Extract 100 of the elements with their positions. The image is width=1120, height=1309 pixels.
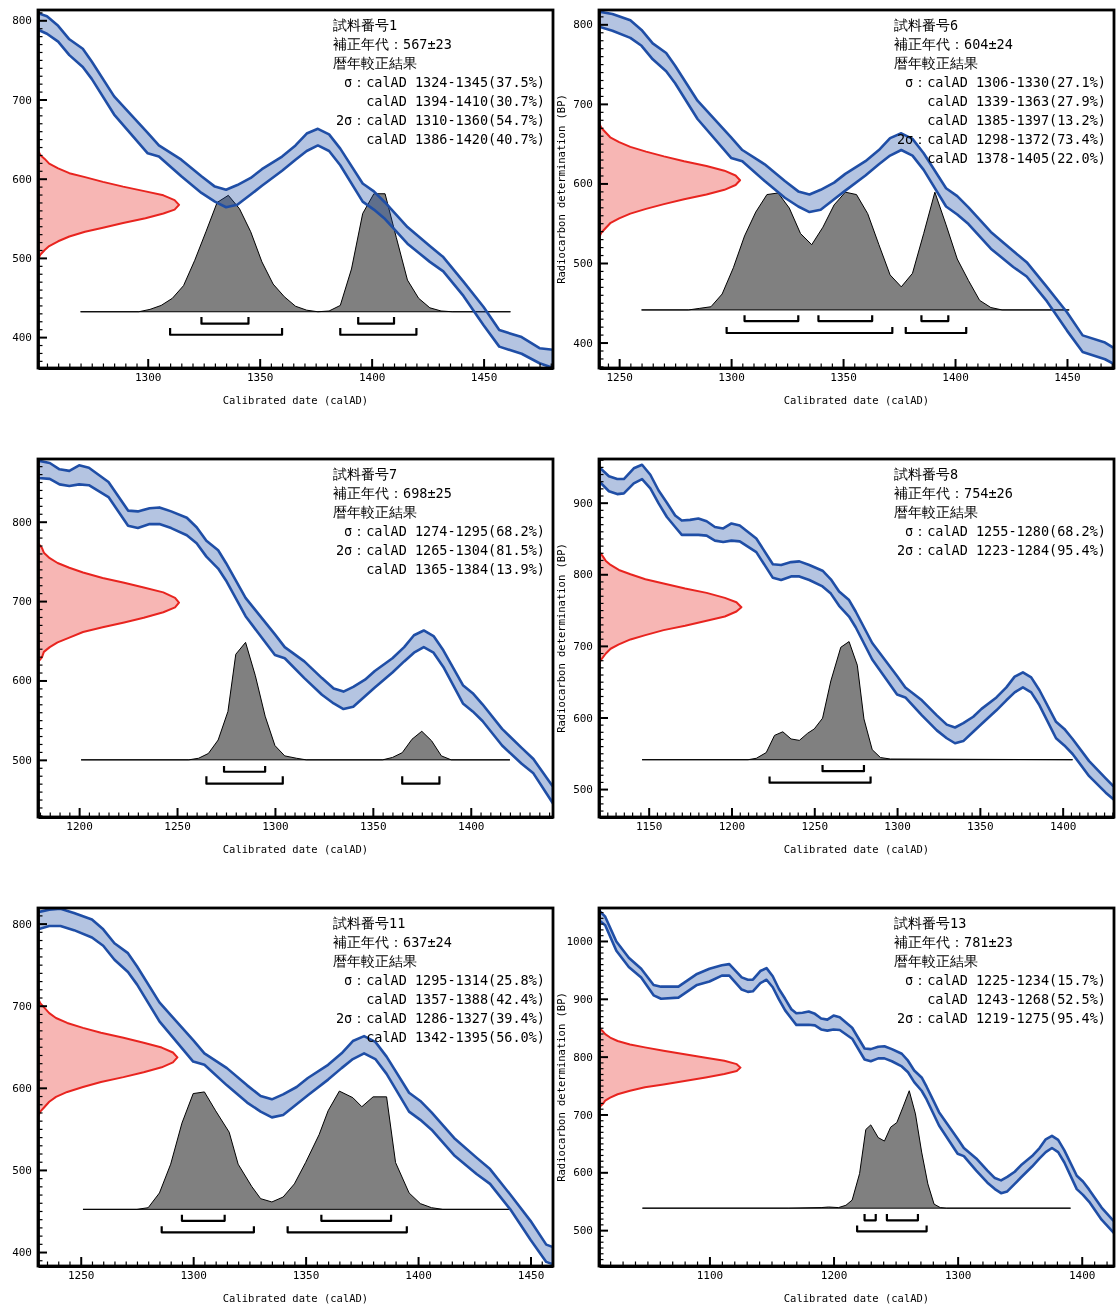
y-tick-label: 800 xyxy=(12,515,32,529)
annotation: σ：calAD 1306-1330(27.1%) xyxy=(905,74,1106,90)
annotation: σ：calAD 1324-1345(37.5%) xyxy=(344,74,545,90)
annotation: 暦年較正結果 xyxy=(333,504,417,520)
x-tick-label: 1300 xyxy=(262,819,289,833)
annotation: calAD 1243-1268(52.5%) xyxy=(927,991,1106,1007)
annotation: σ：calAD 1255-1280(68.2%) xyxy=(905,523,1106,539)
annotation: 補正年代：698±25 xyxy=(333,485,452,501)
y-tick-label: 400 xyxy=(573,336,593,350)
y-tick-label: 800 xyxy=(12,917,32,931)
annotation: 試料番号7 xyxy=(333,466,398,482)
annotation: calAD 1385-1397(13.2%) xyxy=(927,112,1106,128)
y-tick-label: 800 xyxy=(12,14,32,28)
annotation: calAD 1378-1405(22.0%) xyxy=(927,150,1106,166)
annotation: σ：calAD 1225-1234(15.7%) xyxy=(905,972,1106,988)
annotation: 2σ：calAD 1265-1304(81.5%) xyxy=(335,542,545,558)
y-tick-label: 400 xyxy=(12,331,32,345)
x-axis-title: Calibrated date (calAD) xyxy=(222,1292,369,1304)
x-tick-label: 1300 xyxy=(944,1268,972,1282)
y-tick-label: 500 xyxy=(573,1224,593,1238)
y-axis-title: Radiocarbon determination (BP) xyxy=(554,94,567,284)
y-tick-label: 800 xyxy=(573,1050,593,1064)
x-tick-label: 1300 xyxy=(718,370,745,384)
x-tick-label: 1350 xyxy=(292,1268,320,1282)
annotation: calAD 1357-1388(42.4%) xyxy=(366,991,545,1007)
y-tick-label: 500 xyxy=(12,753,32,767)
y-tick-label: 900 xyxy=(573,496,593,510)
y-tick-label: 700 xyxy=(12,93,32,107)
x-tick-label: 1100 xyxy=(696,1268,724,1282)
x-tick-label: 1200 xyxy=(718,819,746,833)
y-tick-label: 700 xyxy=(12,595,32,609)
x-axis-title: Calibrated date (calAD) xyxy=(783,394,930,406)
x-tick-label: 1400 xyxy=(1049,819,1077,833)
annotation: calAD 1342-1395(56.0%) xyxy=(366,1029,545,1045)
y-tick-label: 500 xyxy=(12,1163,32,1177)
annotation: calAD 1394-1410(30.7%) xyxy=(366,93,545,109)
x-tick-label: 1350 xyxy=(967,819,994,833)
y-tick-label: 400 xyxy=(12,1246,32,1260)
y-tick-label: 700 xyxy=(573,97,593,111)
y-tick-label: 600 xyxy=(573,711,593,725)
y-tick-label: 600 xyxy=(12,172,32,186)
annotation: 補正年代：567±23 xyxy=(333,36,452,52)
x-tick-label: 1450 xyxy=(1054,370,1081,384)
x-tick-label: 1350 xyxy=(830,370,857,384)
annotation: 試料番号1 xyxy=(333,17,398,33)
y-axis-title: Radiocarbon determination (BP) xyxy=(554,992,567,1182)
annotation: 試料番号13 xyxy=(894,915,967,931)
y-tick-label: 900 xyxy=(573,992,593,1006)
annotation: 暦年較正結果 xyxy=(894,953,978,969)
y-tick-label: 700 xyxy=(573,1108,593,1122)
x-tick-label: 1250 xyxy=(164,819,191,833)
y-tick-label: 700 xyxy=(12,999,32,1013)
x-tick-label: 1400 xyxy=(458,819,485,833)
annotation: 暦年較正結果 xyxy=(333,55,417,71)
y-tick-label: 800 xyxy=(573,18,593,32)
x-axis-title: Calibrated date (calAD) xyxy=(783,843,930,855)
y-tick-label: 800 xyxy=(573,568,593,582)
x-tick-label: 1250 xyxy=(801,819,829,833)
annotation: 2σ：calAD 1223-1284(95.4%) xyxy=(896,542,1106,558)
x-tick-label: 1400 xyxy=(1068,1268,1096,1282)
x-tick-label: 1200 xyxy=(66,819,93,833)
annotation: σ：calAD 1274-1295(68.2%) xyxy=(344,523,545,539)
x-tick-label: 1450 xyxy=(517,1268,545,1282)
annotation: 試料番号8 xyxy=(894,466,959,482)
annotation: calAD 1365-1384(13.9%) xyxy=(366,561,545,577)
annotation: 補正年代：781±23 xyxy=(894,934,1013,950)
annotation: σ：calAD 1295-1314(25.8%) xyxy=(344,972,545,988)
annotation: 2σ：calAD 1298-1372(73.4%) xyxy=(896,131,1106,147)
x-tick-label: 1350 xyxy=(360,819,387,833)
annotation: calAD 1386-1420(40.7%) xyxy=(366,131,545,147)
annotation: 試料番号6 xyxy=(894,17,959,33)
x-tick-label: 1300 xyxy=(134,370,162,384)
annotation: 2σ：calAD 1310-1360(54.7%) xyxy=(335,112,545,128)
x-tick-label: 1300 xyxy=(180,1268,207,1282)
y-tick-label: 500 xyxy=(12,251,32,265)
y-tick-label: 600 xyxy=(12,674,32,688)
x-axis-title: Calibrated date (calAD) xyxy=(222,843,369,855)
annotation: 試料番号11 xyxy=(333,915,406,931)
annotation: 2σ：calAD 1219-1275(95.4%) xyxy=(896,1010,1106,1026)
y-tick-label: 500 xyxy=(573,783,593,797)
x-tick-label: 1400 xyxy=(358,370,386,384)
y-tick-label: 600 xyxy=(573,177,593,191)
x-tick-label: 1300 xyxy=(884,819,911,833)
x-tick-label: 1250 xyxy=(67,1268,95,1282)
x-tick-label: 1400 xyxy=(405,1268,432,1282)
y-axis-title: Radiocarbon determination (BP) xyxy=(554,543,567,733)
x-tick-label: 1250 xyxy=(606,370,633,384)
annotation: 暦年較正結果 xyxy=(894,504,978,520)
y-tick-label: 500 xyxy=(573,257,593,271)
x-tick-label: 1150 xyxy=(635,819,663,833)
annotation: 暦年較正結果 xyxy=(894,55,978,71)
x-tick-label: 1450 xyxy=(470,370,498,384)
x-axis-title: Calibrated date (calAD) xyxy=(222,394,369,406)
x-tick-label: 1200 xyxy=(820,1268,848,1282)
y-tick-label: 700 xyxy=(573,639,593,653)
annotation: 補正年代：637±24 xyxy=(333,934,452,950)
y-tick-label: 600 xyxy=(12,1081,32,1095)
annotation: 2σ：calAD 1286-1327(39.4%) xyxy=(335,1010,545,1026)
annotation: 暦年較正結果 xyxy=(333,953,417,969)
annotation: 補正年代：754±26 xyxy=(894,485,1013,501)
